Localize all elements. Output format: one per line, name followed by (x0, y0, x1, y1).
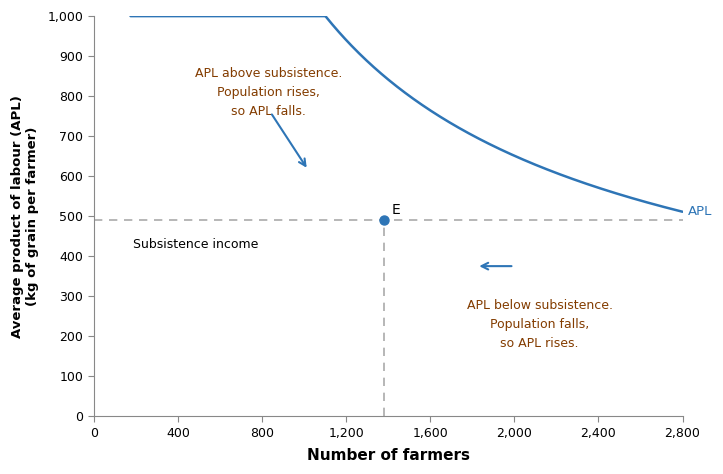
Y-axis label: Average product of labour (APL)
(kg of grain per farmer): Average product of labour (APL) (kg of g… (11, 95, 39, 337)
X-axis label: Number of farmers: Number of farmers (307, 448, 470, 463)
Text: Subsistence income: Subsistence income (132, 238, 258, 251)
Text: APL: APL (688, 205, 712, 218)
Text: APL below subsistence.
Population falls,
so APL rises.: APL below subsistence. Population falls,… (466, 299, 612, 350)
Text: E: E (391, 203, 400, 217)
Text: APL above subsistence.
Population rises,
so APL falls.: APL above subsistence. Population rises,… (194, 67, 342, 118)
